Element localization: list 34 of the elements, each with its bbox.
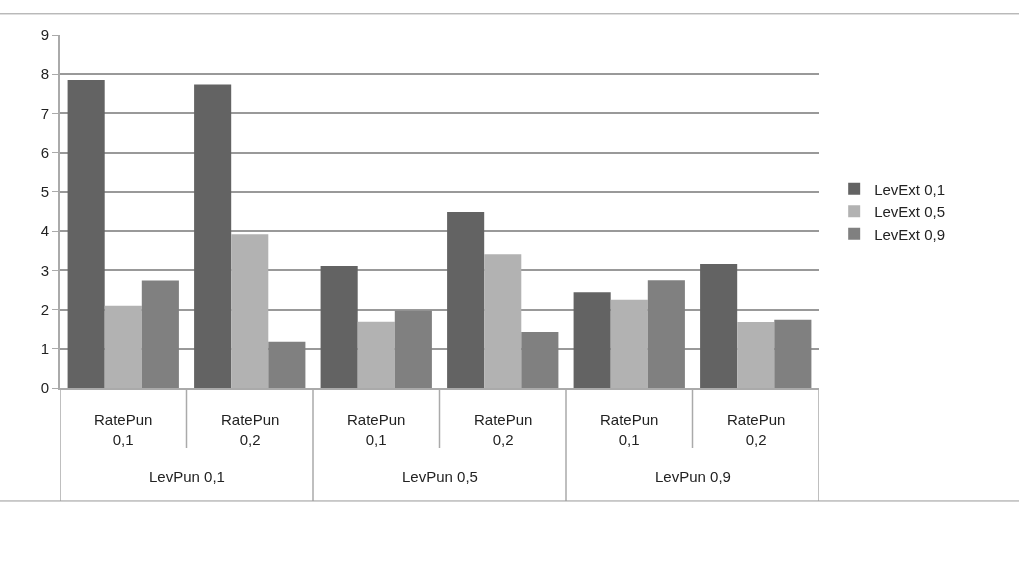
bar: [447, 211, 485, 388]
bar: [268, 341, 306, 388]
legend-label: LevExt 0,1: [874, 180, 946, 198]
text: LevPun 0,1: [149, 468, 225, 485]
legend-label: LevExt 0,5: [874, 203, 946, 221]
bar: [774, 319, 812, 388]
y-tick-label: 7: [40, 104, 49, 122]
y-tick-label: 4: [40, 222, 49, 240]
bar: [394, 310, 432, 388]
x-tick-label: RatePun 0,2: [474, 411, 533, 448]
x-tick-label: RatePun 0,1: [94, 411, 153, 448]
x-tick-label: RatePun 0,1: [600, 411, 659, 448]
y-tick-label: 0: [40, 379, 49, 397]
bar: [647, 280, 685, 388]
bar: [521, 331, 559, 388]
y-tick-label: 9: [40, 26, 49, 44]
bar: [67, 80, 105, 388]
x-tick-label: RatePun 0,2: [221, 411, 280, 448]
legend-label: LevExt 0,9: [874, 225, 946, 243]
bar: [194, 84, 232, 388]
text: LevPun 0,5: [402, 468, 478, 485]
x-tick-label: RatePun 0,2: [727, 411, 786, 448]
bar: [320, 266, 358, 388]
y-tick-label: 8: [40, 65, 49, 83]
bar: [141, 280, 179, 388]
bar: [573, 292, 611, 388]
text: LevPun 0,9: [655, 468, 731, 485]
y-tick-label: 1: [40, 340, 49, 358]
y-tick-label: 3: [40, 261, 49, 279]
y-tick-label: 6: [40, 143, 49, 161]
y-tick-label: 2: [40, 300, 49, 318]
y-tick-label: 5: [40, 183, 49, 201]
x-tick-label: RatePun 0,1: [347, 411, 406, 448]
bar: [700, 264, 738, 388]
